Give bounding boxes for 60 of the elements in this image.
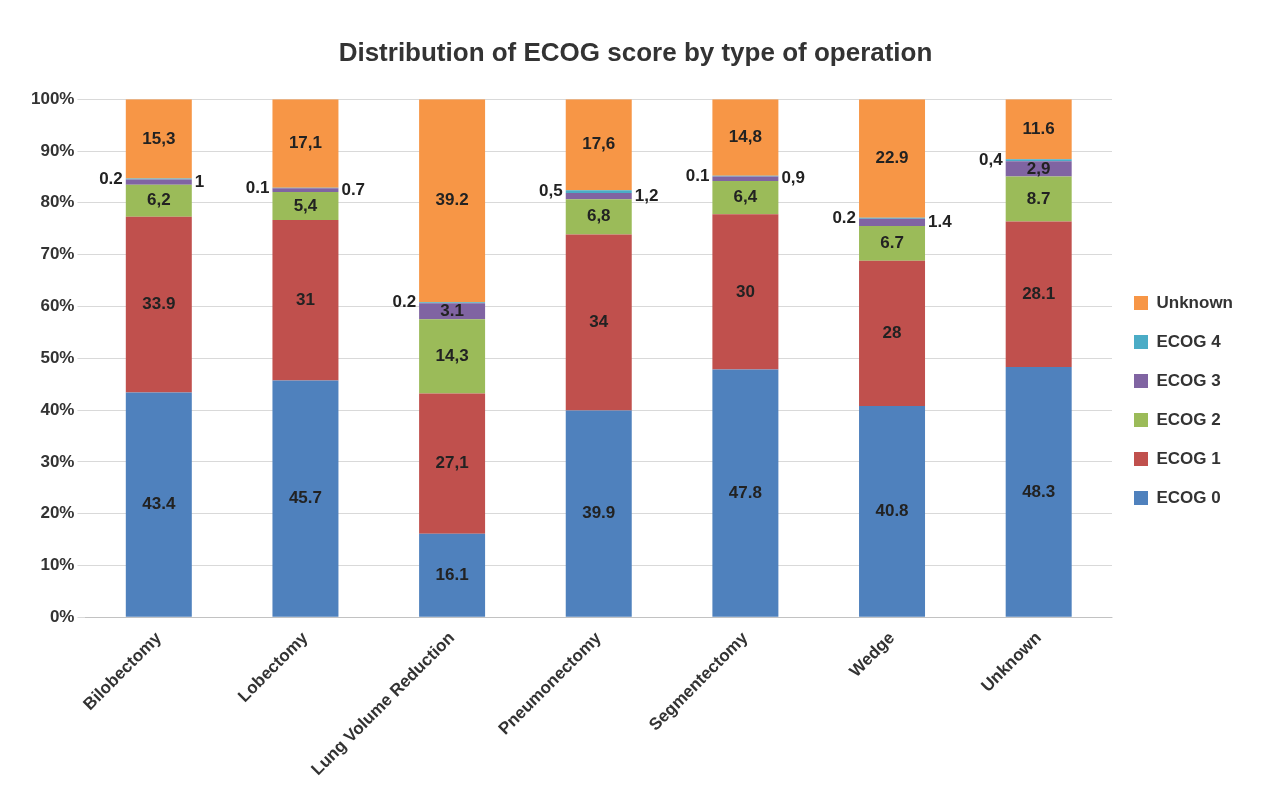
data-label: 47.8: [728, 482, 762, 502]
data-label: 27,1: [435, 453, 469, 473]
legend-label: ECOG 4: [1156, 331, 1222, 351]
data-label: 5,4: [293, 195, 318, 215]
data-label: 39.2: [435, 190, 469, 210]
legend-label: ECOG 1: [1156, 448, 1221, 468]
data-label: 33.9: [142, 294, 176, 314]
y-tick-label: 20%: [40, 503, 75, 523]
data-label: 0,5: [539, 181, 563, 201]
legend-label: ECOG 0: [1156, 487, 1221, 507]
y-tick-label: 90%: [40, 140, 75, 160]
data-label: 28: [882, 323, 902, 343]
data-label: 0.2: [832, 208, 857, 228]
data-label: 8.7: [1026, 188, 1051, 208]
data-label: 14,8: [728, 127, 762, 147]
chart-title: Distribution of ECOG score by type of operation: [338, 36, 933, 67]
data-label: 0.2: [392, 292, 417, 312]
data-label: 11.6: [1022, 118, 1055, 138]
data-label: 6.7: [880, 233, 904, 253]
y-tick-label: 0%: [49, 606, 75, 626]
y-tick-label: 30%: [40, 451, 75, 471]
data-label: 30: [735, 281, 755, 301]
data-label: 48.3: [1022, 481, 1056, 501]
data-label: 14,3: [435, 346, 469, 366]
data-label: 43.4: [142, 494, 176, 514]
y-tick-label: 100%: [31, 88, 75, 108]
data-label: 0.1: [685, 165, 710, 185]
y-tick-label: 10%: [40, 555, 75, 575]
legend-label: Unknown: [1156, 292, 1234, 312]
data-label: 0.2: [99, 168, 123, 188]
data-label: 45.7: [288, 488, 322, 508]
data-label: 34: [589, 312, 609, 332]
data-label: 0.7: [341, 179, 366, 199]
y-tick-label: 80%: [40, 192, 75, 212]
data-label: 1,2: [634, 185, 659, 205]
y-tick-label: 60%: [40, 296, 75, 316]
data-label: 17,1: [288, 133, 322, 153]
legend-label: ECOG 3: [1156, 370, 1221, 390]
data-label: 31: [295, 289, 315, 309]
data-label: 22.9: [875, 148, 909, 168]
data-label: 0,9: [781, 168, 806, 188]
y-tick-label: 70%: [40, 244, 75, 264]
legend-label: ECOG 2: [1156, 409, 1221, 429]
data-label: 1.4: [928, 212, 953, 232]
data-label: 1: [194, 171, 205, 191]
data-label: 0.1: [245, 177, 270, 197]
data-label: 39.9: [582, 503, 616, 523]
y-tick-label: 40%: [40, 399, 75, 419]
data-label: 3.1: [440, 301, 464, 321]
data-label: 16.1: [435, 564, 469, 584]
data-label: 2,9: [1026, 158, 1051, 178]
data-label: 6,4: [733, 187, 758, 207]
data-label: 6,8: [586, 206, 611, 226]
data-label: 15,3: [142, 128, 176, 148]
data-label: 6,2: [146, 190, 171, 210]
data-label: 28.1: [1022, 283, 1056, 303]
data-label: 40.8: [875, 500, 909, 520]
y-tick-label: 50%: [40, 347, 75, 367]
data-label: 17,6: [582, 134, 616, 154]
data-label: 0,4: [979, 150, 1004, 170]
